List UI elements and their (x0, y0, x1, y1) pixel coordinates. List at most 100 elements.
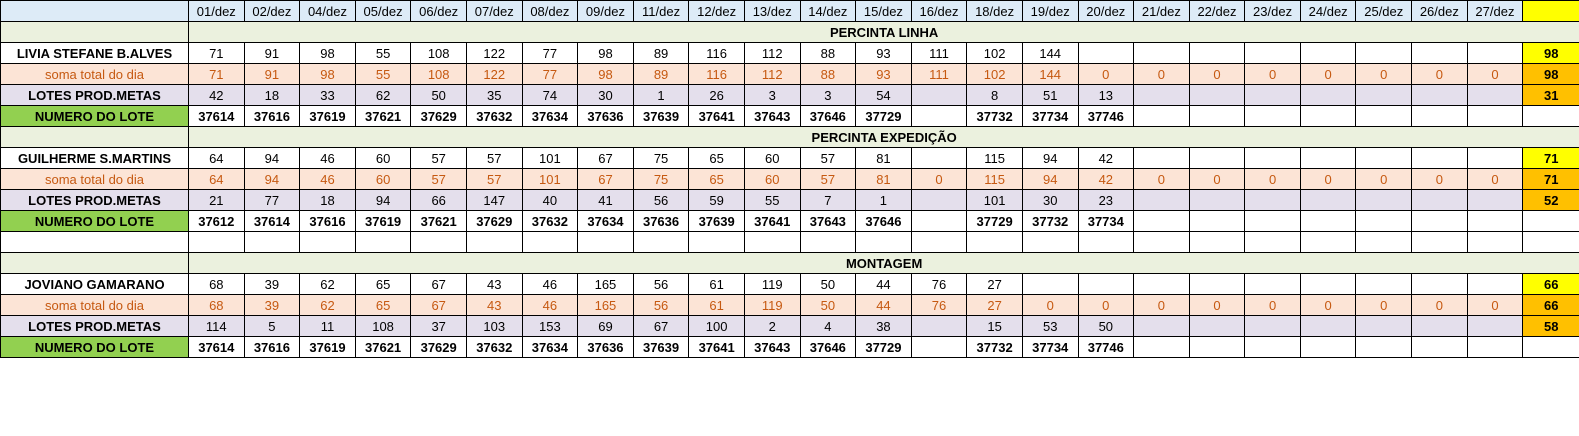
employee-row-cell[interactable]: 89 (632, 42, 690, 64)
date-header-cell[interactable]: 16/dez (910, 0, 968, 22)
employee-row-cell[interactable]: 101 (521, 147, 579, 169)
employee-row-cell[interactable]: 108 (410, 42, 467, 64)
employee-row-cell[interactable] (1021, 273, 1079, 295)
employee-row-cell[interactable]: 46 (521, 273, 579, 295)
lotes-row-cell[interactable]: 108 (354, 315, 412, 337)
lote-number-row-cell[interactable]: 37732 (1021, 210, 1079, 232)
lote-number-row-cell[interactable]: 37619 (299, 105, 356, 127)
date-header-cell[interactable]: 07/dez (465, 0, 523, 22)
blank-cell[interactable] (0, 231, 189, 253)
lotes-row-label[interactable]: LOTES PROD.METAS (0, 84, 189, 106)
employee-row-cell[interactable]: 75 (632, 147, 690, 169)
lote-number-row-cell[interactable] (1355, 105, 1413, 127)
employee-row-cell[interactable]: 98 (299, 42, 356, 64)
employee-row-label[interactable]: LIVIA STEFANE B.ALVES (0, 42, 189, 64)
soma-total-row-sum[interactable]: 66 (1522, 294, 1579, 316)
soma-total-row-cell[interactable]: 0 (910, 168, 968, 190)
lotes-row-cell[interactable]: 62 (354, 84, 412, 106)
lote-number-row-cell[interactable]: 37629 (410, 105, 467, 127)
lote-number-row-cell[interactable]: 37632 (521, 210, 579, 232)
lotes-row-cell[interactable]: 40 (521, 189, 579, 211)
employee-row-cell[interactable]: 61 (688, 273, 745, 295)
lote-number-row-cell[interactable] (910, 336, 968, 358)
lote-number-row-cell[interactable]: 37636 (577, 105, 634, 127)
lote-number-row-cell[interactable]: 37636 (577, 336, 634, 358)
employee-row-cell[interactable] (1411, 42, 1468, 64)
soma-total-row-cell[interactable]: 0 (1188, 63, 1246, 85)
date-header-cell[interactable]: 18/dez (966, 0, 1023, 22)
lotes-row-cell[interactable]: 21 (188, 189, 245, 211)
lote-number-row-cell[interactable]: 37639 (632, 105, 690, 127)
lote-number-row-cell[interactable] (1299, 336, 1357, 358)
lotes-row-cell[interactable]: 11 (299, 315, 356, 337)
lotes-row-cell[interactable]: 50 (1077, 315, 1135, 337)
date-header-cell[interactable]: 13/dez (743, 0, 801, 22)
lotes-row-cell[interactable]: 23 (1077, 189, 1135, 211)
date-header-cell[interactable]: 19/dez (1021, 0, 1079, 22)
lotes-row-cell[interactable]: 30 (577, 84, 634, 106)
blank-cell[interactable] (243, 231, 301, 253)
employee-row-cell[interactable]: 67 (410, 273, 467, 295)
lote-number-row-cell[interactable]: 37614 (243, 210, 301, 232)
soma-total-row-cell[interactable]: 0 (1133, 294, 1190, 316)
section-left-cell[interactable] (0, 126, 189, 148)
employee-row-cell[interactable]: 77 (521, 42, 579, 64)
soma-total-row-cell[interactable]: 76 (910, 294, 968, 316)
lotes-row-cell[interactable] (1411, 315, 1468, 337)
lote-number-row-cell[interactable] (1299, 105, 1357, 127)
employee-row-cell[interactable]: 115 (966, 147, 1023, 169)
soma-total-row-cell[interactable]: 0 (1355, 294, 1413, 316)
lotes-row-cell[interactable] (1299, 315, 1357, 337)
employee-row-cell[interactable] (910, 147, 968, 169)
lote-number-row-cell[interactable]: 37729 (966, 210, 1023, 232)
employee-row-cell[interactable] (1411, 147, 1468, 169)
employee-row-cell[interactable]: 64 (188, 147, 245, 169)
lote-number-row-cell[interactable]: 37636 (632, 210, 690, 232)
employee-row-cell[interactable]: 62 (299, 273, 356, 295)
lotes-row-cell[interactable] (1411, 84, 1468, 106)
soma-total-row-cell[interactable]: 50 (799, 294, 857, 316)
employee-row-cell[interactable] (1411, 273, 1468, 295)
soma-total-row-cell[interactable]: 0 (1466, 63, 1524, 85)
lote-number-row-label[interactable]: NUMERO DO LOTE (0, 336, 189, 358)
lotes-row-cell[interactable]: 1 (855, 189, 912, 211)
employee-row-cell[interactable] (1244, 273, 1301, 295)
employee-row-cell[interactable]: 46 (299, 147, 356, 169)
lote-number-row-cell[interactable] (1244, 210, 1301, 232)
lotes-row-cell[interactable]: 51 (1021, 84, 1079, 106)
blank-cell[interactable] (1244, 231, 1301, 253)
lote-number-row-cell[interactable]: 37619 (299, 336, 356, 358)
lote-number-row-cell[interactable] (1355, 336, 1413, 358)
blank-cell[interactable] (1522, 231, 1579, 253)
soma-total-row-cell[interactable]: 46 (299, 168, 356, 190)
lotes-row-label[interactable]: LOTES PROD.METAS (0, 315, 189, 337)
employee-row-cell[interactable]: 65 (354, 273, 412, 295)
employee-row-label[interactable]: GUILHERME S.MARTINS (0, 147, 189, 169)
lotes-row-cell[interactable]: 67 (632, 315, 690, 337)
lotes-row-cell[interactable]: 38 (855, 315, 912, 337)
lotes-row-cell[interactable] (1355, 84, 1413, 106)
blank-cell[interactable] (577, 231, 634, 253)
lote-number-row-cell[interactable]: 37616 (243, 105, 301, 127)
lote-number-row-cell[interactable] (1133, 210, 1190, 232)
lote-number-row-cell[interactable]: 37729 (855, 105, 912, 127)
header-corner-cell[interactable] (0, 0, 189, 22)
lotes-row-cell[interactable]: 94 (354, 189, 412, 211)
employee-row-cell[interactable]: 94 (1021, 147, 1079, 169)
date-header-cell[interactable]: 20/dez (1077, 0, 1135, 22)
lote-number-row-cell[interactable]: 37621 (354, 105, 412, 127)
employee-row-cell[interactable]: 98 (577, 42, 634, 64)
lote-number-row-cell[interactable]: 37732 (966, 336, 1023, 358)
lotes-row-cell[interactable]: 37 (410, 315, 467, 337)
lotes-row-cell[interactable] (1133, 189, 1190, 211)
date-header-cell[interactable]: 02/dez (243, 0, 301, 22)
lotes-row-cell[interactable]: 18 (243, 84, 301, 106)
lotes-row-cell[interactable] (1244, 84, 1301, 106)
employee-row-sum[interactable]: 98 (1522, 42, 1579, 64)
date-header-cell[interactable]: 14/dez (799, 0, 857, 22)
lote-number-row-sum[interactable] (1522, 210, 1579, 232)
lotes-row-cell[interactable]: 114 (188, 315, 245, 337)
lotes-row-cell[interactable]: 33 (299, 84, 356, 106)
soma-total-row-label[interactable]: soma total do dia (0, 63, 189, 85)
lotes-row-sum[interactable]: 58 (1522, 315, 1579, 337)
